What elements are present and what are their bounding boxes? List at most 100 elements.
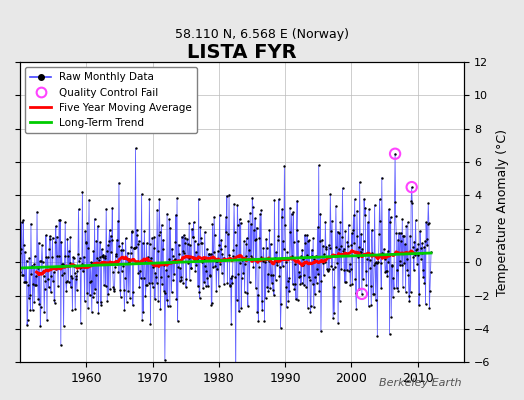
Point xyxy=(401,288,410,295)
Point xyxy=(118,240,126,246)
Point xyxy=(193,240,202,247)
Point xyxy=(292,296,300,303)
Point xyxy=(420,280,429,286)
Point xyxy=(219,257,227,264)
Point xyxy=(206,251,215,257)
Point xyxy=(144,254,152,260)
Point xyxy=(223,280,232,287)
Point xyxy=(188,226,196,232)
Point xyxy=(32,282,41,289)
Point xyxy=(305,237,313,244)
Point xyxy=(28,262,36,269)
Point xyxy=(94,223,102,229)
Point xyxy=(421,301,430,308)
Point xyxy=(175,250,183,257)
Point xyxy=(24,282,32,288)
Point xyxy=(361,212,369,218)
Point xyxy=(75,255,84,261)
Point xyxy=(111,264,119,270)
Point xyxy=(103,298,112,304)
Point xyxy=(171,256,179,262)
Point xyxy=(26,307,35,313)
Point xyxy=(221,257,229,263)
Point xyxy=(244,302,252,309)
Point xyxy=(333,260,341,266)
Point xyxy=(19,242,28,248)
Point xyxy=(299,256,307,262)
Point xyxy=(137,258,145,264)
Point xyxy=(288,252,297,259)
Point xyxy=(224,252,233,258)
Point xyxy=(180,232,188,238)
Point xyxy=(160,288,168,294)
Point xyxy=(246,210,254,216)
Point xyxy=(117,268,126,274)
Point xyxy=(366,265,374,271)
Point xyxy=(350,240,358,247)
Point xyxy=(190,219,198,226)
Point xyxy=(264,271,272,278)
Point xyxy=(39,273,48,279)
Point xyxy=(343,267,351,274)
Point xyxy=(311,274,320,280)
Point xyxy=(335,298,344,304)
Point xyxy=(426,288,434,295)
Point xyxy=(43,317,51,323)
Point xyxy=(391,213,400,219)
Point xyxy=(17,219,26,226)
Point xyxy=(326,227,335,234)
Point xyxy=(424,200,432,206)
Point xyxy=(85,196,93,203)
Point xyxy=(362,268,370,274)
Point xyxy=(223,193,231,199)
Point xyxy=(73,268,82,274)
Point xyxy=(208,300,216,306)
Point xyxy=(283,249,291,255)
Point xyxy=(26,292,34,298)
Point xyxy=(70,263,78,269)
Point xyxy=(383,268,391,274)
Point xyxy=(192,262,201,269)
Point xyxy=(184,255,193,262)
Point xyxy=(50,300,59,306)
Point xyxy=(358,246,367,252)
Point xyxy=(346,282,354,288)
Point xyxy=(180,250,189,256)
Point xyxy=(285,274,293,281)
Point xyxy=(340,246,348,252)
Point xyxy=(362,282,370,288)
Point xyxy=(183,236,191,243)
Point xyxy=(220,254,228,261)
Point xyxy=(391,150,399,157)
Point xyxy=(186,242,194,248)
Point xyxy=(268,259,277,265)
Point xyxy=(237,305,245,311)
Point xyxy=(181,240,190,246)
Point xyxy=(48,234,57,241)
Point xyxy=(285,288,293,294)
Point xyxy=(67,284,75,290)
Point xyxy=(300,272,309,278)
Point xyxy=(117,247,125,253)
Point xyxy=(342,279,350,285)
Point xyxy=(156,305,165,312)
Point xyxy=(18,272,27,278)
Point xyxy=(158,281,166,287)
Point xyxy=(114,218,122,224)
Point xyxy=(131,245,139,252)
Point xyxy=(347,241,356,248)
Point xyxy=(54,252,63,259)
Point xyxy=(297,253,305,260)
Point xyxy=(250,237,259,243)
Point xyxy=(54,283,62,289)
Point xyxy=(406,232,414,239)
Point xyxy=(211,262,220,269)
Point xyxy=(239,255,247,262)
Point xyxy=(79,254,88,260)
Point xyxy=(329,314,337,321)
Point xyxy=(287,255,295,262)
Point xyxy=(257,298,266,304)
Point xyxy=(99,254,107,261)
Point xyxy=(354,244,363,250)
Point xyxy=(256,211,264,217)
